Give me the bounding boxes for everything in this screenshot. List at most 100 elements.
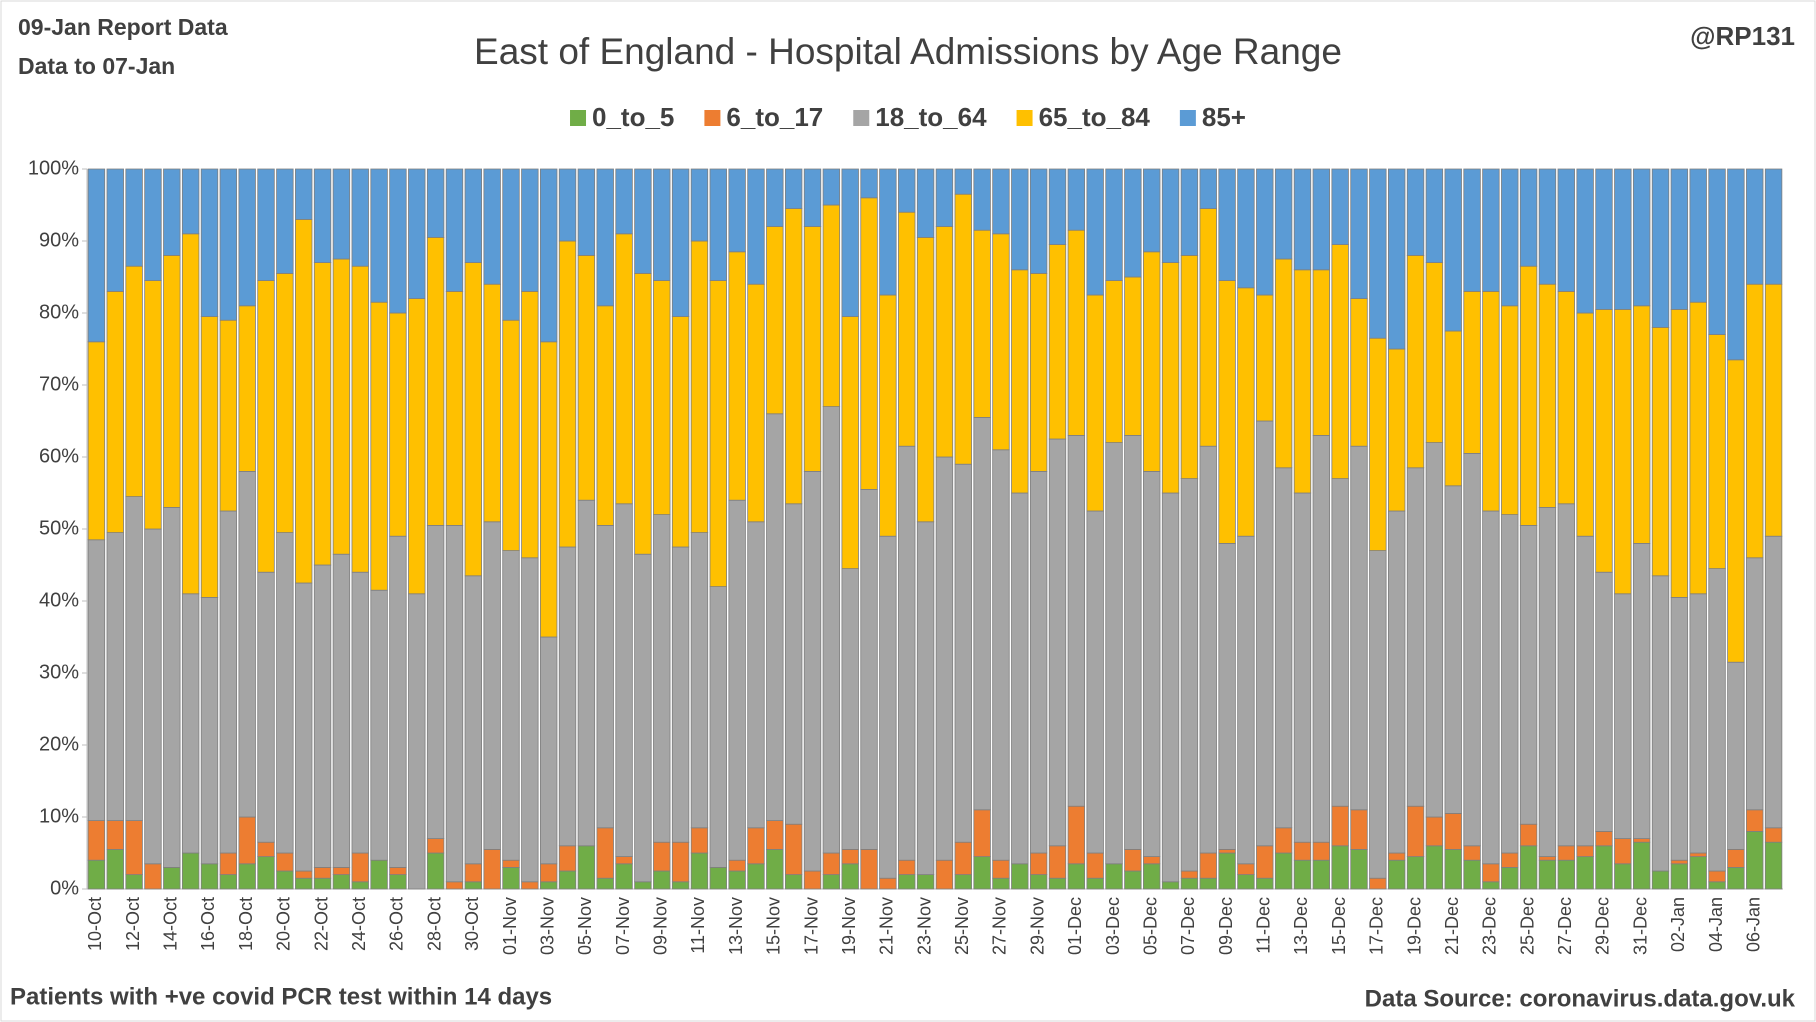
bar-segment (539, 881, 558, 890)
bar-segment (1011, 168, 1029, 271)
bar-segment (1670, 863, 1689, 890)
bar-segment (313, 867, 332, 879)
bar-segment (860, 849, 878, 890)
bar-segment (1387, 168, 1406, 350)
bar-segment (916, 236, 935, 523)
legend-label: 18_to_64 (875, 102, 987, 132)
x-tick-label: 21-Nov (877, 897, 897, 955)
bar-segment (671, 841, 690, 883)
bar-segment (1482, 510, 1500, 865)
bar-segment (1651, 870, 1670, 890)
bar-segment (690, 240, 709, 534)
bar-segment (1237, 168, 1255, 289)
bar-segment (483, 283, 501, 523)
bar-segment (313, 262, 332, 566)
bar-segment (1293, 269, 1312, 494)
bar-segment (1105, 442, 1123, 865)
x-tick-label: 17-Nov (801, 897, 821, 955)
bar-segment (276, 272, 294, 534)
bar-segment (408, 168, 426, 300)
bar-segment (766, 849, 784, 890)
legend-label: 0_to_5 (592, 102, 674, 132)
bar-segment (1124, 276, 1142, 436)
bar-segment (841, 168, 859, 318)
bar-segment (841, 316, 859, 570)
bar-segment (125, 874, 143, 890)
legend-swatch (1179, 110, 1196, 126)
bar-segment (1764, 283, 1783, 537)
bar-segment (1425, 816, 1444, 847)
bar-segment (1727, 849, 1745, 868)
bar-segment (784, 208, 803, 505)
bar-segment (690, 168, 709, 242)
bar-segment (426, 236, 445, 526)
bar-segment (1651, 575, 1670, 872)
bar-segment (1218, 849, 1236, 854)
bar-segment (1048, 845, 1067, 879)
bar-segment (954, 193, 972, 465)
bar-segment (370, 859, 388, 890)
x-tick-label: 19-Dec (1404, 897, 1424, 955)
bar-segment (1614, 838, 1632, 865)
bar-segment (1350, 849, 1368, 890)
bar-segment (1519, 265, 1538, 526)
bar-segment (144, 168, 162, 281)
bar-segment (1501, 305, 1519, 515)
x-tick-label: 05-Dec (1140, 897, 1160, 955)
bar-segment (1350, 809, 1368, 850)
bar-segment (1067, 229, 1086, 436)
bar-segment (653, 280, 671, 516)
bar-segment (803, 870, 822, 890)
bar-segment (860, 197, 878, 490)
x-tick-label: 18-Oct (236, 897, 256, 951)
bar-segment (1425, 168, 1444, 263)
bar-segment (1180, 877, 1199, 890)
bar-segment (1218, 280, 1236, 544)
x-tick-label: 03-Dec (1103, 897, 1123, 955)
bar-segment (1369, 877, 1387, 890)
bar-segment (1274, 827, 1293, 854)
bar-segment (1161, 262, 1180, 494)
bar-segment (144, 528, 162, 865)
bar-segment (1143, 168, 1161, 253)
bar-segment (1237, 287, 1255, 537)
bar-segment (1312, 434, 1331, 843)
y-tick-label: 30% (39, 661, 79, 683)
bar-segment (954, 463, 972, 843)
bar-segment (389, 168, 407, 314)
bar-segment (332, 168, 351, 260)
bar-segment (87, 168, 106, 343)
bar-segment (389, 874, 407, 890)
bar-segment (1444, 330, 1462, 487)
bar-segment (1331, 845, 1349, 890)
x-tick-label: 07-Nov (613, 897, 633, 955)
bar-segment (295, 168, 313, 220)
bar-segment (1670, 168, 1689, 310)
bar-segment (1105, 280, 1123, 444)
bar-segment (445, 525, 464, 883)
bar-segment (483, 168, 501, 285)
bar-segment (1708, 568, 1726, 872)
bar-segment (1670, 308, 1689, 598)
bar-segment (539, 341, 558, 638)
x-tick-label: 05-Nov (575, 897, 595, 955)
bar-segment (1651, 326, 1670, 577)
bar-segment (445, 168, 464, 292)
bar-segment (1444, 168, 1462, 332)
bar-segment (1199, 852, 1217, 879)
bar-segment (1482, 290, 1500, 512)
bar-segment (125, 496, 143, 822)
x-tick-label: 17-Dec (1367, 897, 1387, 955)
bar-segment (1218, 543, 1236, 850)
bar-segment (1029, 168, 1048, 274)
bar-segment (1086, 510, 1104, 854)
bar-segment (973, 809, 991, 857)
bar-segment (238, 863, 256, 890)
bar-segment (1670, 597, 1689, 861)
x-tick-label: 20-Oct (274, 897, 294, 951)
bar-segment (1670, 859, 1689, 865)
bar-segment (181, 852, 200, 890)
bar-segment (747, 863, 765, 890)
bar-segment (1067, 863, 1086, 890)
bar-segment (1331, 168, 1349, 245)
